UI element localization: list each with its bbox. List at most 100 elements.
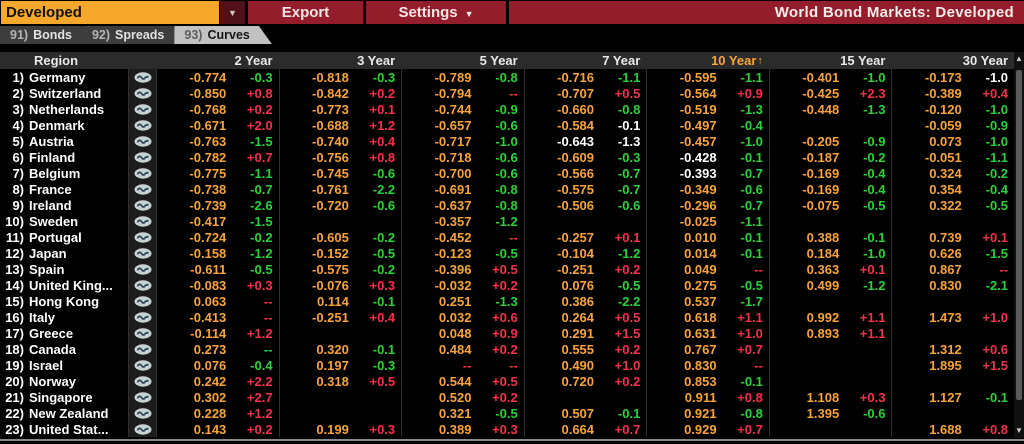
yield-cell[interactable]: 0.484 +0.2	[401, 341, 524, 357]
yield-cell[interactable]: -0.782 +0.7	[156, 149, 279, 165]
region-name[interactable]: Spain	[29, 261, 65, 277]
yield-cell[interactable]: 0.618 +1.1	[646, 309, 769, 325]
tab-spreads[interactable]: 92) Spreads	[82, 26, 186, 44]
yield-cell[interactable]: 0.544 +0.5	[401, 373, 524, 389]
yield-cell[interactable]: 0.318 +0.5	[278, 373, 402, 389]
year-column-header[interactable]: 7 Year	[602, 53, 641, 68]
yield-cell[interactable]: -0.739 -2.6	[156, 197, 279, 213]
chart-button[interactable]	[128, 405, 156, 421]
yield-cell[interactable]: -0.756 +0.8	[278, 149, 402, 165]
yield-cell[interactable]: -0.566 -0.7	[523, 165, 647, 181]
yield-cell[interactable]: 0.048 +0.9	[401, 325, 524, 341]
region-name[interactable]: Hong Kong	[29, 293, 100, 309]
yield-cell[interactable]	[891, 373, 1014, 389]
yield-cell[interactable]: -0.519 -1.3	[646, 101, 769, 117]
yield-cell[interactable]: -0.720 -0.6	[278, 197, 402, 213]
scrollbar-thumb[interactable]	[1016, 70, 1022, 400]
yield-cell[interactable]: 0.363 +0.1	[768, 261, 892, 277]
chart-button[interactable]	[128, 421, 156, 437]
year-column-header[interactable]: 3 Year	[357, 53, 396, 68]
yield-cell[interactable]: -0.051 -1.1	[891, 149, 1014, 165]
table-row[interactable]: 10) Sweden -0.417 -1.5 -0.357 -1.2 -0.02…	[0, 213, 1014, 229]
chart-button[interactable]	[128, 341, 156, 357]
chart-button[interactable]	[128, 133, 156, 149]
region-name[interactable]: Switzerland	[29, 85, 102, 101]
yield-cell[interactable]: 0.199 +0.3	[278, 421, 402, 437]
chart-button[interactable]	[128, 293, 156, 309]
yield-cell[interactable]: 0.014 -0.1	[646, 245, 769, 261]
yield-cell[interactable]: 0.321 -0.5	[401, 405, 524, 421]
scroll-up-icon[interactable]: ▲	[1015, 54, 1023, 63]
yield-cell[interactable]: 0.076 -0.4	[156, 357, 279, 373]
yield-cell[interactable]	[278, 389, 402, 405]
yield-cell[interactable]: -0.700 -0.6	[401, 165, 524, 181]
yield-cell[interactable]: 0.032 +0.6	[401, 309, 524, 325]
yield-cell[interactable]	[768, 341, 892, 357]
yield-cell[interactable]	[523, 389, 647, 405]
table-row[interactable]: 7) Belgium -0.775 -1.1 -0.745 -0.6 -0.70…	[0, 165, 1014, 181]
yield-cell[interactable]: 0.291 +1.5	[523, 325, 647, 341]
yield-cell[interactable]: 0.184 -1.0	[768, 245, 892, 261]
settings-button[interactable]: Settings ▼	[366, 1, 506, 24]
yield-cell[interactable]: 0.063 --	[156, 293, 279, 309]
region-name[interactable]: United King...	[29, 277, 113, 293]
yield-cell[interactable]: -0.059 -0.9	[891, 117, 1014, 133]
region-name[interactable]: France	[29, 181, 72, 197]
chart-button[interactable]	[128, 197, 156, 213]
table-row[interactable]: 21) Singapore 0.302 +2.7 0.520 +0.2 0.91…	[0, 389, 1014, 405]
yield-cell[interactable]: 0.507 -0.1	[523, 405, 647, 421]
chart-button[interactable]	[128, 357, 156, 373]
yield-cell[interactable]: 0.767 +0.7	[646, 341, 769, 357]
year-column-header[interactable]: 5 Year	[479, 53, 518, 68]
yield-cell[interactable]: -0.584 -0.1	[523, 117, 647, 133]
yield-cell[interactable]: -0.850 +0.8	[156, 85, 279, 101]
table-row[interactable]: 1) Germany -0.774 -0.3 -0.818 -0.3 -0.78…	[0, 69, 1014, 85]
yield-cell[interactable]: -0.717 -1.0	[401, 133, 524, 149]
yield-cell[interactable]: -0.818 -0.3	[278, 69, 402, 85]
yield-cell[interactable]: -0.349 -0.6	[646, 181, 769, 197]
yield-cell[interactable]: 0.911 +0.8	[646, 389, 769, 405]
yield-cell[interactable]: -0.396 +0.5	[401, 261, 524, 277]
yield-cell[interactable]: -0.506 -0.6	[523, 197, 647, 213]
yield-cell[interactable]: 1.688 +0.8	[891, 421, 1014, 437]
yield-cell[interactable]: -0.123 -0.5	[401, 245, 524, 261]
yield-cell[interactable]: -0.575 -0.2	[278, 261, 402, 277]
yield-cell[interactable]	[768, 357, 892, 373]
yield-cell[interactable]: -0.595 -1.1	[646, 69, 769, 85]
yield-cell[interactable]: -0.257 +0.1	[523, 229, 647, 245]
chart-button[interactable]	[128, 277, 156, 293]
yield-cell[interactable]: -0.393 -0.7	[646, 165, 769, 181]
chart-button[interactable]	[128, 325, 156, 341]
table-row[interactable]: 9) Ireland -0.739 -2.6 -0.720 -0.6 -0.63…	[0, 197, 1014, 213]
yield-cell[interactable]: -0.251 +0.4	[278, 309, 402, 325]
scroll-down-icon[interactable]: ▼	[1015, 426, 1023, 435]
yield-cell[interactable]: -0.789 -0.8	[401, 69, 524, 85]
yield-cell[interactable]: -0.738 -0.7	[156, 181, 279, 197]
yield-cell[interactable]: -- --	[401, 357, 524, 373]
yield-cell[interactable]: 0.499 -1.2	[768, 277, 892, 293]
yield-cell[interactable]: 0.228 +1.2	[156, 405, 279, 421]
yield-cell[interactable]: 0.929 +0.7	[646, 421, 769, 437]
chart-button[interactable]	[128, 101, 156, 117]
table-row[interactable]: 23) United Stat... 0.143 +0.2 0.199 +0.3…	[0, 421, 1014, 437]
table-row[interactable]: 17) Greece -0.114 +1.2 0.048 +0.9 0.291 …	[0, 325, 1014, 341]
year-column-header[interactable]: 30 Year	[962, 53, 1009, 68]
yield-cell[interactable]	[891, 293, 1014, 309]
region-name[interactable]: Canada	[29, 341, 76, 357]
yield-cell[interactable]: -0.745 -0.6	[278, 165, 402, 181]
yield-cell[interactable]	[768, 293, 892, 309]
yield-cell[interactable]: -0.740 +0.4	[278, 133, 402, 149]
yield-cell[interactable]: 0.720 +0.2	[523, 373, 647, 389]
chart-button[interactable]	[128, 165, 156, 181]
yield-cell[interactable]: -0.457 -1.0	[646, 133, 769, 149]
yield-cell[interactable]: -0.744 -0.9	[401, 101, 524, 117]
table-row[interactable]: 2) Switzerland -0.850 +0.8 -0.842 +0.2 -…	[0, 85, 1014, 101]
yield-cell[interactable]: 0.893 +1.1	[768, 325, 892, 341]
yield-cell[interactable]: -0.187 -0.2	[768, 149, 892, 165]
chart-button[interactable]	[128, 389, 156, 405]
yield-cell[interactable]: -0.169 -0.4	[768, 181, 892, 197]
region-name[interactable]: Japan	[29, 245, 67, 261]
table-row[interactable]: 22) New Zealand 0.228 +1.2 0.321 -0.5 0.…	[0, 405, 1014, 421]
region-name[interactable]: Israel	[29, 357, 63, 373]
chart-button[interactable]	[128, 117, 156, 133]
